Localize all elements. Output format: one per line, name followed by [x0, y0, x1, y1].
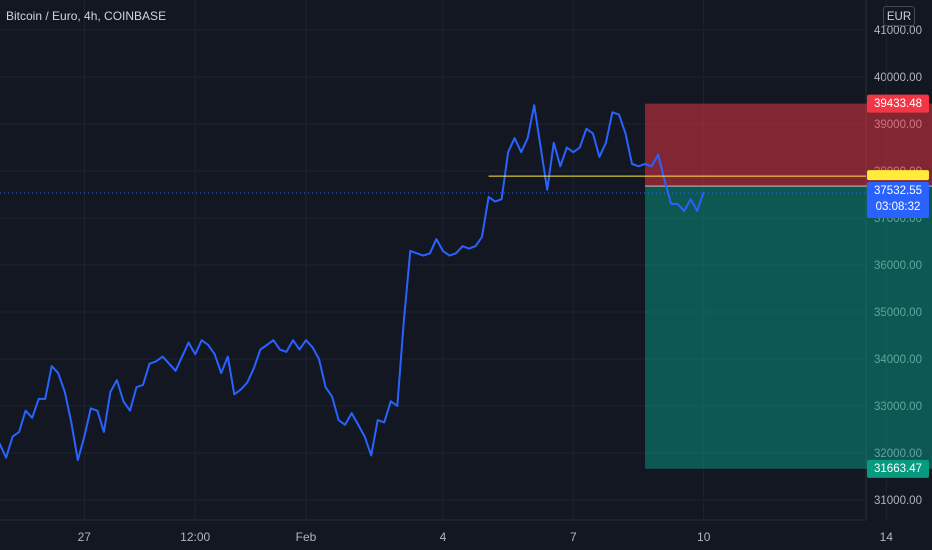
x-tick-label: 27 [78, 530, 92, 544]
last-price-tag [867, 181, 929, 218]
x-tick-label: 10 [697, 530, 711, 544]
target-price-tag [867, 459, 929, 478]
entry-price-tag [867, 170, 929, 181]
stop-price-tag [867, 94, 929, 113]
last-price-label: 37532.55 03:08:32 [867, 183, 929, 215]
price-line [0, 104, 705, 462]
chart-title: Bitcoin / Euro, 4h, COINBASE [6, 9, 167, 23]
currency-badge[interactable]: EUR [883, 6, 915, 26]
x-tick-label: 4 [440, 530, 447, 544]
x-tick-label: 12:00 [180, 530, 210, 544]
bar-countdown: 03:08:32 [875, 200, 921, 213]
target-price-label: 31663.47 [874, 462, 922, 475]
y-tick-label: 40000.00 [874, 72, 922, 84]
y-tick-label: 31000.00 [874, 495, 922, 507]
x-tick-label: 7 [570, 530, 577, 544]
x-tick-label: Feb [296, 530, 317, 544]
take-profit-zone [645, 185, 932, 469]
last-price-value: 37532.55 [874, 184, 922, 197]
x-tick-label: 14 [880, 530, 894, 544]
stop-price-label: 39433.48 [874, 97, 922, 110]
